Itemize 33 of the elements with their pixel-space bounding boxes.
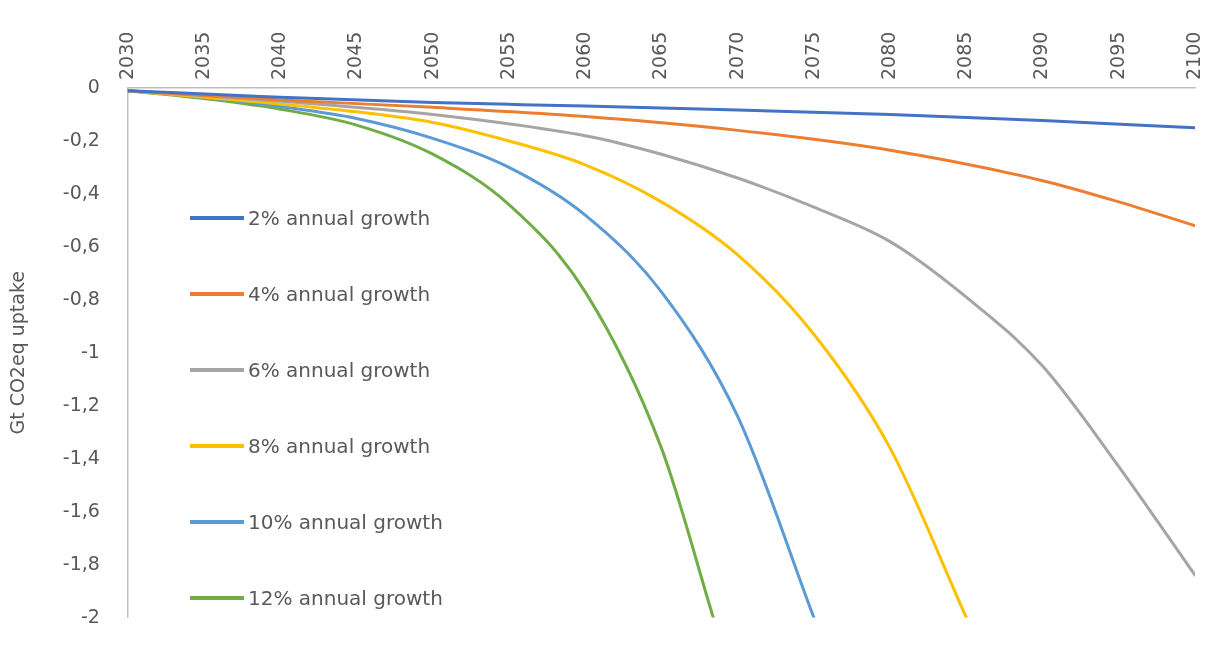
legend-label: 12% annual growth xyxy=(248,586,443,610)
legend-label: 2% annual growth xyxy=(248,206,431,230)
x-tick-label: 2045 xyxy=(343,31,366,80)
y-tick-label: -1,2 xyxy=(62,392,100,415)
x-tick-label: 2100 xyxy=(1181,31,1204,80)
x-tick-label: 2030 xyxy=(114,31,137,80)
legend-label: 4% annual growth xyxy=(248,282,431,306)
x-tick-label: 2095 xyxy=(1105,31,1128,80)
x-tick-label: 2090 xyxy=(1029,31,1052,80)
y-tick-label: -1,8 xyxy=(62,551,100,574)
x-tick-label: 2080 xyxy=(877,31,900,80)
x-tick-label: 2075 xyxy=(800,31,823,80)
x-tick-label: 2060 xyxy=(572,31,595,80)
legend-label: 6% annual growth xyxy=(248,358,431,382)
x-tick-label: 2070 xyxy=(724,31,747,80)
x-tick-label: 2055 xyxy=(495,31,518,80)
y-tick-label: -0,8 xyxy=(62,286,100,309)
y-tick-label: -0,2 xyxy=(62,127,100,150)
x-tick-label: 2085 xyxy=(953,31,976,80)
y-axis-title: Gt CO2eq uptake xyxy=(6,271,29,435)
y-tick-label: -1,4 xyxy=(62,445,100,468)
x-tick-label: 2050 xyxy=(419,31,442,80)
y-tick-label: -0,6 xyxy=(62,233,100,256)
x-tick-label: 2040 xyxy=(267,31,290,80)
x-tick-label: 2035 xyxy=(191,31,214,80)
y-tick-label: -2 xyxy=(80,604,100,627)
y-tick-label: -1,6 xyxy=(62,498,100,521)
x-tick-label: 2065 xyxy=(648,31,671,80)
legend-label: 8% annual growth xyxy=(248,434,431,458)
y-tick-label: -0,4 xyxy=(62,180,100,203)
legend-label: 10% annual growth xyxy=(248,510,443,534)
y-tick-label: -1 xyxy=(80,339,100,362)
y-tick-label: 0 xyxy=(87,74,100,97)
